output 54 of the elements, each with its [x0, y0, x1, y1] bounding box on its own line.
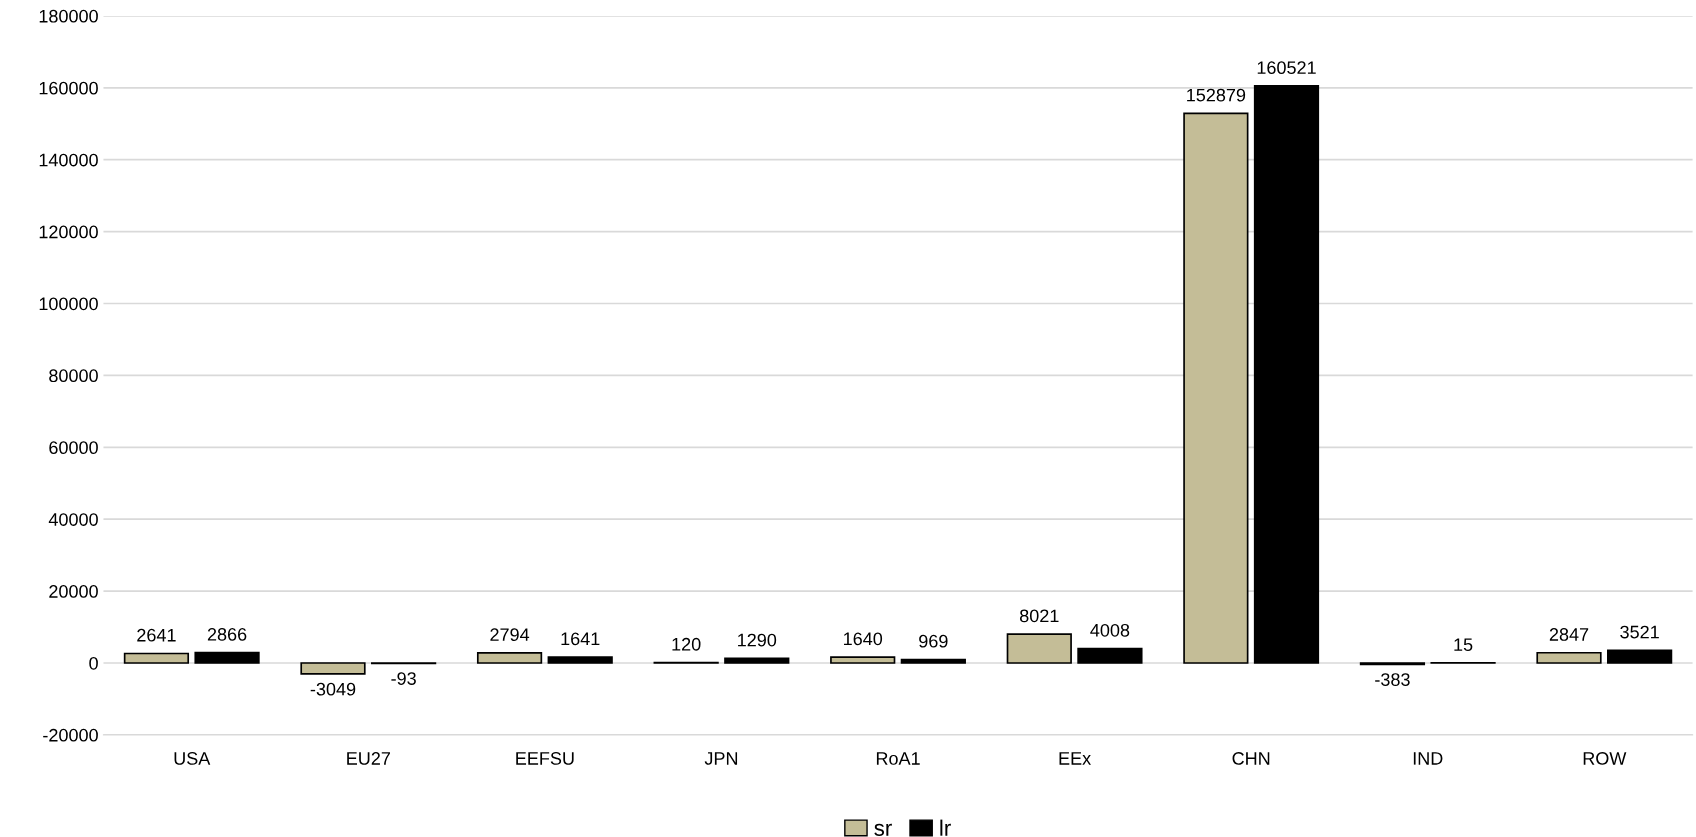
bar: [1536, 651, 1602, 664]
x-tick-label: RoA1: [876, 752, 920, 765]
bar: [830, 656, 896, 664]
data-label: 152879: [1187, 88, 1246, 102]
x-tick-label: IND: [1413, 752, 1443, 765]
x-tick-label: JPN: [704, 752, 738, 765]
y-tick-label: 100000: [39, 297, 98, 311]
y-tick-label: -20000: [43, 728, 98, 742]
y-tick-label: 60000: [49, 441, 98, 455]
y-tick-label: 0: [89, 656, 98, 670]
data-label: 1640: [844, 632, 883, 646]
x-tick-label: ROW: [1583, 752, 1627, 765]
data-label: 2847: [1549, 628, 1589, 641]
y-tick-label: 160000: [39, 81, 98, 95]
data-label: 3521: [1620, 625, 1659, 639]
y-tick-label: 80000: [49, 369, 98, 383]
data-label: 2794: [490, 628, 530, 642]
bar: [300, 662, 366, 675]
x-tick-label: EEFSU: [516, 752, 574, 765]
data-label: -383: [1375, 673, 1410, 686]
data-label: 120: [672, 637, 701, 651]
bar: [724, 657, 790, 664]
data-label: 1290: [738, 633, 777, 647]
x-tick-label: USA: [174, 752, 211, 765]
data-label: 2641: [137, 628, 176, 642]
data-label: 160521: [1257, 61, 1316, 75]
bar: [1183, 112, 1249, 664]
x-tick-label: EEx: [1059, 752, 1091, 765]
bar: [900, 658, 966, 664]
data-label: 2866: [207, 628, 247, 641]
y-tick-label: 40000: [48, 513, 98, 526]
data-label: 15: [1454, 638, 1473, 652]
data-label: 8021: [1019, 609, 1059, 623]
bar: [547, 656, 613, 664]
bar: [123, 652, 190, 664]
y-tick-label: 120000: [39, 225, 98, 239]
y-tick-label: 180000: [39, 9, 98, 23]
bar: [1077, 647, 1143, 664]
legend-label: lr: [940, 819, 951, 836]
bar: [1607, 649, 1673, 664]
data-label: -93: [391, 672, 416, 685]
data-label: 969: [919, 634, 948, 648]
y-tick-label: 140000: [39, 153, 98, 167]
legend-label: sr: [874, 823, 892, 836]
bar: [194, 651, 260, 664]
bar: [476, 652, 543, 664]
data-label: 1641: [561, 632, 600, 646]
x-tick-label: CHN: [1232, 752, 1270, 765]
data-label: 4008: [1090, 623, 1130, 637]
y-tick-label: 20000: [49, 585, 98, 598]
bar: [1253, 85, 1320, 664]
x-tick-label: EU27: [347, 752, 390, 765]
bar: [1006, 633, 1072, 664]
data-label: -3049: [310, 682, 356, 696]
